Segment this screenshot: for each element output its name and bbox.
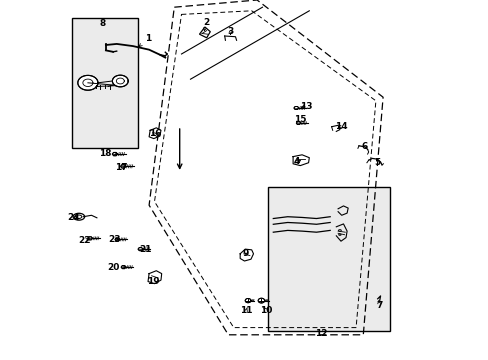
Polygon shape xyxy=(121,266,125,269)
Polygon shape xyxy=(244,298,250,303)
Polygon shape xyxy=(138,248,142,251)
Text: 14: 14 xyxy=(334,122,346,131)
Text: 23: 23 xyxy=(108,235,120,244)
Polygon shape xyxy=(112,75,128,87)
Text: 22: 22 xyxy=(78,236,90,245)
Text: 1: 1 xyxy=(139,34,151,46)
Bar xyxy=(267,187,389,331)
Bar xyxy=(72,18,138,148)
Text: 17: 17 xyxy=(115,163,127,172)
Text: 11: 11 xyxy=(240,306,252,315)
Text: 4: 4 xyxy=(293,157,300,166)
Text: 7: 7 xyxy=(376,301,382,310)
Text: 5: 5 xyxy=(374,158,380,167)
Text: 2: 2 xyxy=(203,18,209,31)
Text: 15: 15 xyxy=(293,115,306,124)
Text: 24: 24 xyxy=(67,213,80,222)
Polygon shape xyxy=(112,152,117,156)
Text: 13: 13 xyxy=(300,102,312,111)
Text: 19: 19 xyxy=(147,277,160,286)
Polygon shape xyxy=(87,237,92,240)
Text: 21: 21 xyxy=(139,245,151,253)
Text: 9: 9 xyxy=(242,249,248,258)
Text: 20: 20 xyxy=(107,263,125,271)
Polygon shape xyxy=(78,75,98,90)
Polygon shape xyxy=(121,165,125,168)
Polygon shape xyxy=(115,238,120,241)
Polygon shape xyxy=(293,107,298,109)
Text: 12: 12 xyxy=(315,328,327,338)
Text: 3: 3 xyxy=(227,27,233,36)
Text: 18: 18 xyxy=(99,149,117,158)
Text: 8: 8 xyxy=(99,19,105,28)
Polygon shape xyxy=(258,298,264,303)
Text: 10: 10 xyxy=(260,306,272,315)
Polygon shape xyxy=(296,122,300,125)
Text: 6: 6 xyxy=(361,143,367,152)
Text: 16: 16 xyxy=(149,129,162,138)
